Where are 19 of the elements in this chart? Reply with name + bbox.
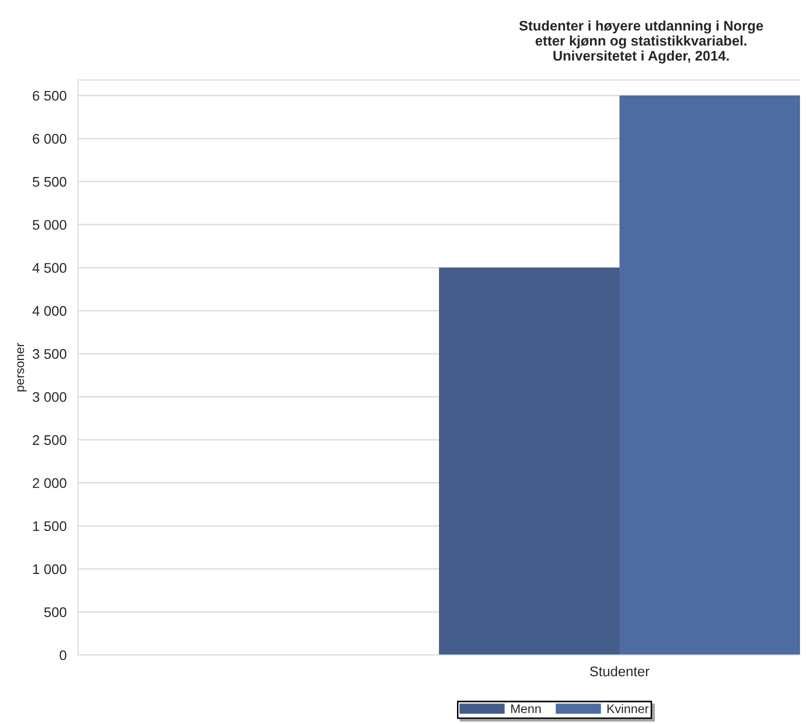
y-tick-label: 6 000 (32, 134, 66, 144)
legend-label: Kvinner (607, 704, 649, 714)
y-axis-title: personer (17, 343, 27, 392)
y-tick-label: 4 000 (32, 306, 66, 316)
y-tick-label: 4 500 (32, 262, 66, 273)
y-tick-label: 3 000 (32, 392, 66, 402)
y-tick-label: 3 500 (32, 349, 66, 359)
y-tick-label: 2 500 (32, 435, 66, 445)
y-tick-label: 1 500 (33, 521, 66, 532)
chart-title: Studenter i høyere utdanning i Norge etter kjønn og statistikkvariabel. Universitetet i Agder, 2014. (519, 20, 763, 64)
x-tick-label: Studenter (590, 666, 650, 676)
y-tick-label: 6 500 (32, 90, 66, 101)
y-tick-label: 5 000 (32, 220, 66, 230)
y-tick-label: 500 (44, 607, 66, 618)
legend-label: Menn (511, 704, 541, 714)
y-tick-label: 0 (60, 650, 66, 660)
y-tick-label: 1 000 (33, 564, 66, 574)
y-tick-label: 2 000 (32, 478, 66, 488)
y-tick-label: 5 500 (32, 176, 66, 187)
